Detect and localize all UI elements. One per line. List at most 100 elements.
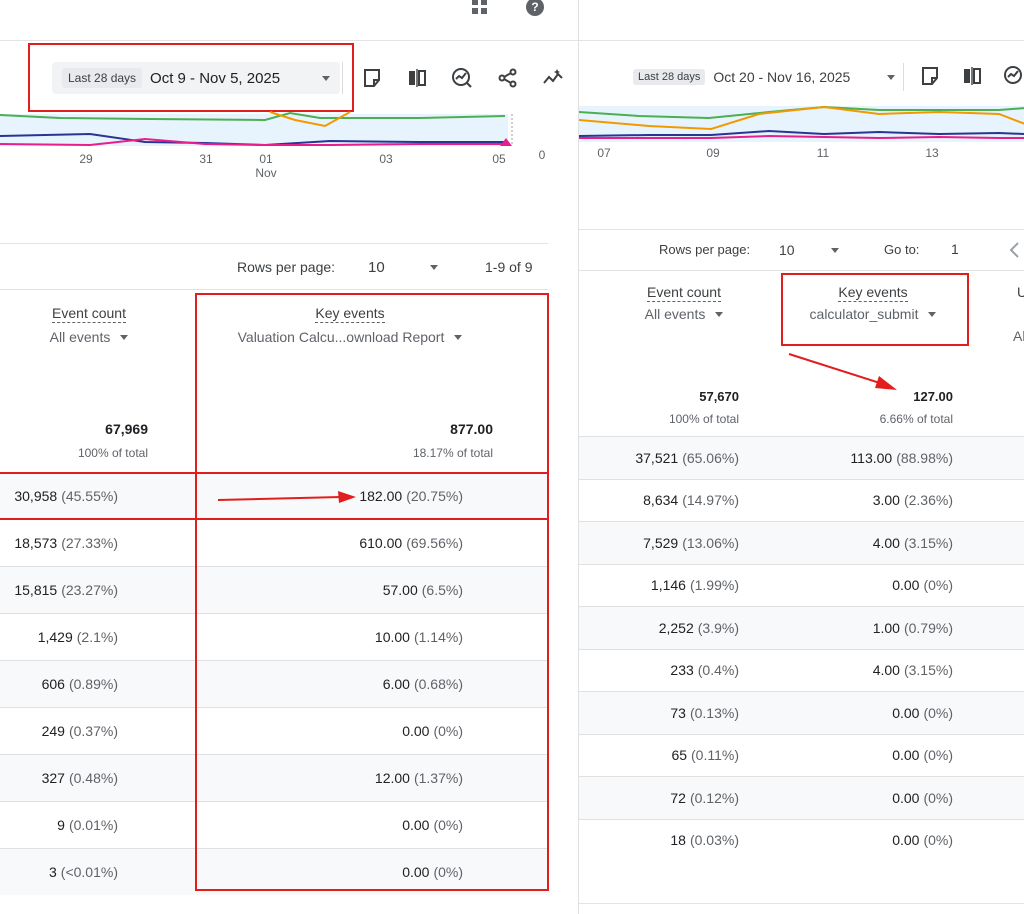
event-filter-value: All events — [49, 329, 111, 345]
note-icon[interactable] — [359, 65, 385, 91]
toolbar-separator — [342, 62, 343, 94]
svg-text:?: ? — [531, 0, 538, 14]
event-count-cell-percent: (0.01%) — [68, 817, 118, 833]
apps-grid-icon[interactable] — [467, 0, 493, 20]
row-highlight — [0, 472, 549, 520]
event-count-cell-percent: (<0.01%) — [60, 864, 118, 880]
series-line-navy — [579, 129, 1024, 137]
pager-divider — [579, 229, 1024, 230]
key-events-cell: 0.00 (0%) — [892, 820, 953, 862]
column-title: Event count — [647, 284, 721, 302]
axis-tick: 11 — [816, 146, 830, 160]
event-count-cell-percent: (0.11%) — [691, 747, 739, 764]
compare-icon[interactable] — [959, 63, 985, 89]
event-count-cell: 1,146 (1.99%) — [651, 565, 739, 607]
key-event-filter-value: Valuation Calcu...ownload Report — [237, 329, 445, 345]
rows-per-page-select[interactable]: 10 — [779, 241, 839, 259]
key-events-cell-value: 610.00 — [359, 535, 403, 551]
key-events-cell-percent: (0%) — [923, 832, 953, 849]
event-count-cell: 233 (0.4%) — [670, 650, 739, 692]
column-header-event-count[interactable]: Event count All events — [609, 284, 759, 322]
event-count-cell-value: 327 — [41, 770, 65, 786]
event-count-cell-percent: (0.03%) — [689, 832, 739, 849]
event-count-cell-value: 606 — [41, 676, 65, 692]
key-events-cell-value: 0.00 — [402, 864, 430, 880]
key-events-cell-percent: (0.79%) — [903, 619, 953, 636]
table-row: 249 (0.37%) 0.00 (0%) — [0, 707, 548, 754]
axis-tick: 13 — [925, 146, 939, 160]
total-key-events: 877.00 — [450, 421, 493, 437]
column-filter-cut: Al — [1013, 328, 1024, 344]
event-count-cell-value: 9 — [57, 817, 65, 833]
event-count-cell-value: 18 — [670, 832, 686, 849]
event-count-cell-value: 1,429 — [37, 629, 73, 645]
event-count-cell-value: 30,958 — [14, 488, 58, 504]
key-events-cell-value: 4.00 — [872, 662, 900, 679]
event-filter-select[interactable]: All events — [609, 306, 759, 322]
event-filter-select[interactable]: All events — [0, 329, 178, 345]
event-count-cell: 65 (0.11%) — [671, 735, 739, 777]
key-events-cell-percent: (0%) — [433, 723, 463, 739]
key-events-cell-percent: (2.36%) — [903, 492, 953, 509]
table-row: 30,958 (45.55%) 182.00 (20.75%) — [0, 472, 548, 519]
trend-icon[interactable] — [540, 65, 566, 91]
date-range-picker[interactable]: Last 28 days Oct 20 - Nov 16, 2025 — [629, 66, 899, 88]
key-events-cell-value: 12.00 — [374, 770, 410, 786]
key-events-cell-percent: (1.37%) — [413, 770, 463, 786]
date-range-picker[interactable]: Last 28 days Oct 9 - Nov 5, 2025 — [52, 62, 340, 94]
pager-divider — [0, 243, 548, 244]
pagination-range: 1-9 of 9 — [485, 259, 533, 275]
insights-icon[interactable] — [1001, 63, 1024, 89]
chevron-left-icon[interactable] — [1007, 240, 1021, 260]
column-header-event-count[interactable]: Event count All events — [0, 305, 178, 345]
help-icon[interactable]: ? — [522, 0, 548, 20]
table-row: 327 (0.48%) 12.00 (1.37%) — [0, 754, 548, 801]
share-icon[interactable] — [495, 65, 521, 91]
total-key-events-share: 6.66% of total — [879, 412, 953, 426]
key-event-filter-select[interactable]: calculator_submit — [789, 306, 957, 322]
key-events-cell: 0.00 (0%) — [402, 708, 463, 754]
event-count-cell-value: 18,573 — [14, 535, 58, 551]
key-events-cell: 0.00 (0%) — [402, 802, 463, 848]
note-icon[interactable] — [917, 63, 943, 89]
key-event-filter-select[interactable]: Valuation Calcu...ownload Report — [200, 329, 500, 345]
chevron-down-icon — [430, 264, 438, 270]
table-row: 2,252 (3.9%) 1.00 (0.79%) — [579, 606, 1024, 649]
column-header-key-events[interactable]: Key events calculator_submit — [789, 284, 957, 322]
key-events-cell: 6.00 (0.68%) — [383, 661, 463, 707]
event-count-cell-value: 3 — [49, 864, 57, 880]
insights-icon[interactable] — [449, 65, 475, 91]
chart-point-marker — [500, 138, 512, 146]
key-events-cell-value: 0.00 — [402, 817, 430, 833]
key-events-cell-percent: (0%) — [923, 577, 953, 594]
event-count-cell: 15,815 (23.27%) — [14, 567, 118, 613]
table-row: 37,521 (65.06%) 113.00 (88.98%) — [579, 436, 1024, 479]
key-events-cell-percent: (0%) — [923, 789, 953, 806]
event-count-cell: 9 (0.01%) — [57, 802, 118, 848]
rows-per-page-select[interactable]: 10 — [368, 257, 438, 277]
key-events-cell: 4.00 (3.15%) — [873, 522, 953, 564]
compare-icon[interactable] — [404, 65, 430, 91]
date-range-text: Oct 20 - Nov 16, 2025 — [713, 69, 851, 85]
axis-tick: 31 — [199, 152, 213, 166]
key-events-cell-percent: (0%) — [923, 747, 953, 764]
table-row: 65 (0.11%) 0.00 (0%) — [579, 733, 1024, 777]
table-bottom-border — [579, 903, 1024, 904]
left-report-panel: ? Last 28 days Oct 9 - Nov 5, 2025 29 31… — [0, 0, 578, 891]
go-to-page-input[interactable]: 1 — [951, 241, 959, 257]
event-filter-value: All events — [644, 306, 706, 322]
table-row: 72 (0.12%) 0.00 (0%) — [579, 776, 1024, 819]
key-events-cell-percent: (0.68%) — [413, 676, 463, 692]
table-row: 8,634 (14.97%) 3.00 (2.36%) — [579, 478, 1024, 522]
key-events-cell-value: 182.00 — [359, 488, 403, 504]
table-header-top-border — [0, 289, 548, 290]
event-count-cell: 327 (0.48%) — [42, 755, 118, 801]
total-event-count: 67,969 — [105, 421, 148, 437]
key-events-cell-value: 0.00 — [892, 577, 920, 594]
key-events-cell-percent: (0%) — [433, 817, 463, 833]
key-events-cell-percent: (0%) — [433, 864, 463, 880]
column-title: Event count — [52, 305, 126, 323]
key-events-cell: 0.00 (0%) — [892, 565, 953, 607]
rows-per-page-value: 10 — [368, 258, 385, 276]
column-header-key-events[interactable]: Key events Valuation Calcu...ownload Rep… — [200, 305, 500, 345]
